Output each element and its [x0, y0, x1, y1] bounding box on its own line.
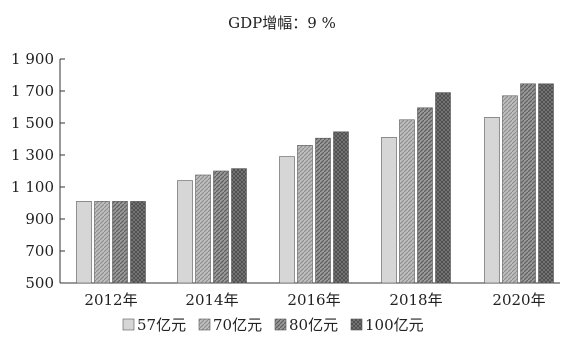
bar	[112, 201, 128, 284]
x-tick-label: 2020年	[492, 291, 545, 309]
bar	[381, 137, 397, 284]
chart-title: GDP增幅：9 %	[228, 14, 336, 32]
legend-label: 100亿元	[365, 316, 424, 334]
bar	[297, 145, 313, 284]
bar	[279, 156, 295, 284]
bar	[520, 83, 536, 284]
legend-label: 80亿元	[289, 316, 338, 334]
y-tick-label: 1 300	[11, 146, 54, 164]
y-tick-label: 1 100	[11, 178, 54, 196]
bar	[315, 137, 331, 284]
bars-group	[76, 83, 554, 284]
y-axis: 500 700 900 1 100 1 300 1 500 1 700 1 900	[11, 50, 65, 292]
y-tick-label: 1 900	[11, 50, 54, 68]
bar	[130, 201, 146, 284]
legend-label: 70亿元	[213, 316, 262, 334]
bar	[177, 180, 193, 284]
legend-swatch	[350, 318, 363, 331]
y-tick-label: 900	[25, 210, 54, 228]
legend-label: 57亿元	[137, 316, 186, 334]
bar	[94, 201, 110, 284]
y-tick-label: 700	[25, 242, 54, 260]
bar	[502, 95, 518, 284]
bar	[417, 107, 433, 284]
legend-swatch	[274, 318, 287, 331]
bar	[213, 170, 229, 284]
bar	[231, 168, 247, 284]
bar	[76, 201, 92, 284]
x-tick-label: 2018年	[389, 291, 442, 309]
bar	[538, 83, 554, 284]
legend-swatch	[198, 318, 211, 331]
y-tick-label: 1 500	[11, 114, 54, 132]
bar	[333, 131, 349, 284]
bar	[195, 174, 211, 284]
y-tick-label: 500	[25, 274, 54, 292]
legend-swatch	[122, 318, 135, 331]
x-tick-label: 2012年	[84, 291, 137, 309]
bar	[484, 117, 500, 284]
x-tick-label: 2014年	[185, 291, 238, 309]
bar	[399, 119, 415, 284]
x-tick-label: 2016年	[287, 291, 340, 309]
y-tick-label: 1 700	[11, 82, 54, 100]
bar	[435, 92, 451, 284]
x-axis: 2012年 2014年 2016年 2018年 2020年	[60, 282, 560, 309]
legend: 57亿元 70亿元 80亿元 100亿元	[122, 316, 424, 334]
